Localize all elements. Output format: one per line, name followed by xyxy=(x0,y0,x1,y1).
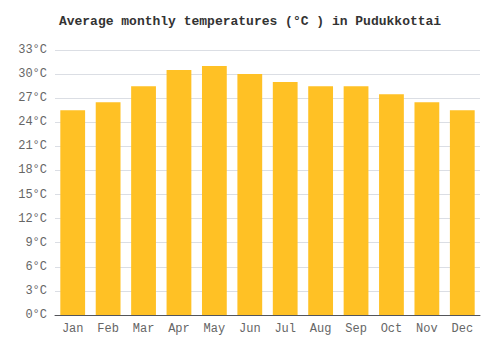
svg-text:Average monthly temperatures (: Average monthly temperatures (°C ) in Pu… xyxy=(59,14,441,29)
svg-text:30°C: 30°C xyxy=(18,67,47,81)
svg-text:Mar: Mar xyxy=(133,322,155,336)
svg-text:Dec: Dec xyxy=(451,322,473,336)
svg-text:Jul: Jul xyxy=(274,322,296,336)
svg-text:33°C: 33°C xyxy=(18,43,47,57)
svg-text:18°C: 18°C xyxy=(18,163,47,177)
svg-text:May: May xyxy=(204,322,226,336)
svg-text:9°C: 9°C xyxy=(25,236,47,250)
svg-text:12°C: 12°C xyxy=(18,212,47,226)
svg-text:Sep: Sep xyxy=(345,322,367,336)
svg-text:Jan: Jan xyxy=(62,322,84,336)
svg-text:Nov: Nov xyxy=(416,322,438,336)
svg-text:21°C: 21°C xyxy=(18,139,47,153)
svg-text:Jun: Jun xyxy=(239,322,261,336)
svg-text:6°C: 6°C xyxy=(25,260,47,274)
svg-text:15°C: 15°C xyxy=(18,188,47,202)
svg-text:3°C: 3°C xyxy=(25,284,47,298)
svg-text:Aug: Aug xyxy=(310,322,332,336)
svg-text:0°C: 0°C xyxy=(25,308,47,322)
svg-text:24°C: 24°C xyxy=(18,115,47,129)
svg-text:Apr: Apr xyxy=(168,322,190,336)
svg-text:Feb: Feb xyxy=(97,322,119,336)
svg-text:Oct: Oct xyxy=(381,322,403,336)
svg-text:27°C: 27°C xyxy=(18,91,47,105)
